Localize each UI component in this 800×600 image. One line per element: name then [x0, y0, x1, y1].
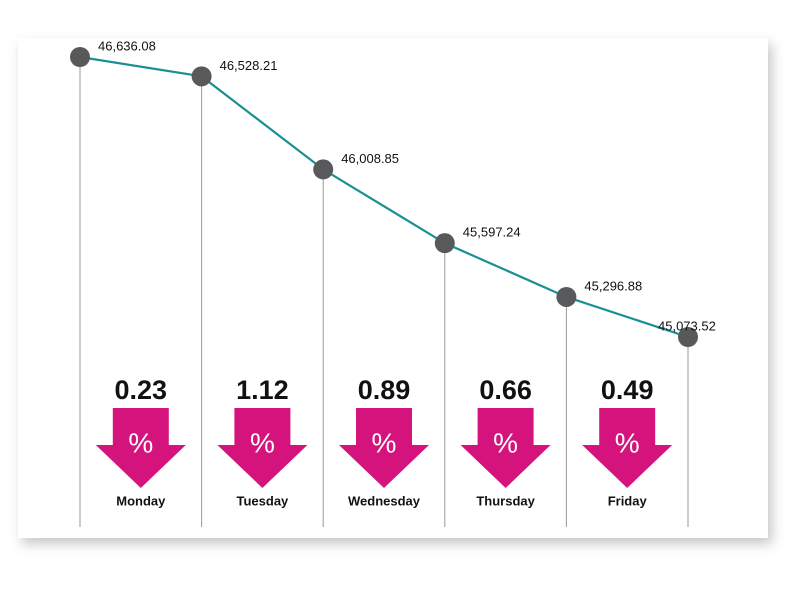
point	[678, 327, 698, 347]
down-arrow	[582, 408, 673, 488]
day-label: Monday	[116, 493, 166, 508]
value-label: 46,528.21	[220, 58, 278, 73]
day-label: Tuesday	[237, 493, 290, 508]
value-label: 46,636.08	[98, 38, 156, 53]
point	[70, 47, 90, 67]
percent-symbol: %	[372, 427, 397, 458]
point	[191, 66, 212, 87]
down-arrow	[95, 408, 186, 488]
change-value: 0.66	[479, 375, 532, 405]
value-label: 46,008.85	[341, 151, 399, 166]
day-label: Wednesday	[348, 493, 421, 508]
day-label: Friday	[608, 493, 648, 508]
day-label: Thursday	[476, 493, 535, 508]
point	[313, 159, 334, 180]
value-label: 45,597.24	[463, 225, 521, 240]
line	[79, 55, 689, 339]
down-arrow	[460, 408, 551, 488]
change-value: 1.12	[236, 375, 289, 405]
percent-symbol: %	[493, 427, 518, 458]
value-label: 45,296.88	[584, 278, 642, 293]
down-arrow	[217, 408, 308, 488]
down-arrow	[339, 408, 429, 488]
point	[556, 286, 577, 307]
change-value: 0.23	[115, 375, 168, 405]
point	[434, 233, 455, 254]
percent-symbol: %	[250, 427, 275, 458]
value-label: 45,073.52	[658, 318, 716, 333]
change-value: 0.89	[358, 375, 411, 405]
change-value: 0.49	[601, 375, 654, 405]
percent-symbol: %	[128, 427, 153, 458]
percent-symbol: %	[615, 427, 640, 458]
